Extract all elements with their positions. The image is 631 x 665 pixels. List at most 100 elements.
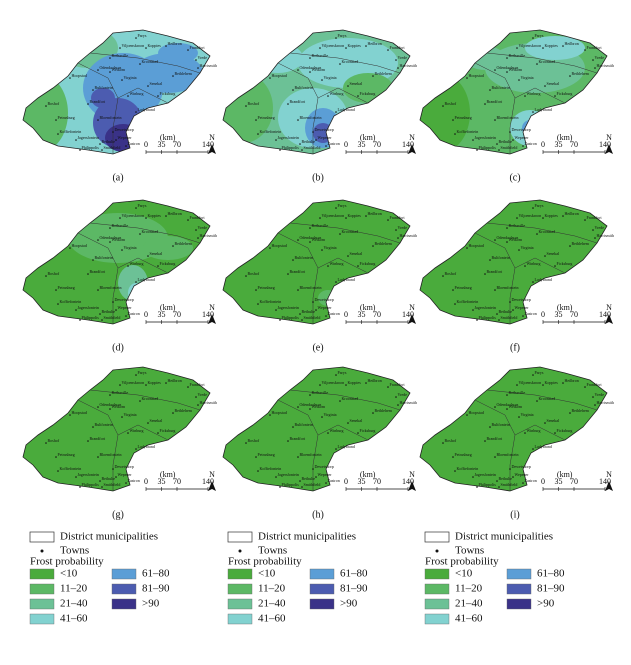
town-marker [139,233,141,235]
legend-town-marker [238,549,242,553]
north-arrow [408,481,416,491]
town-label: Jagersfontein [278,305,299,310]
town-marker [489,259,491,261]
town-label: Boshof [445,438,457,443]
town-marker [145,217,147,219]
town-label: Winburg [527,91,541,96]
town-label: Koppies [545,43,559,48]
legend-swatch [227,598,253,610]
legend-swatch [506,583,532,595]
town-label: Frankfort [587,382,603,387]
town-marker [562,382,564,384]
legend-swatch [227,613,253,625]
town-label: Frankfort [390,382,406,387]
town-label: Odendaalsrus [497,402,519,407]
town-marker [101,319,103,321]
town-label: Boshof [248,438,260,443]
district-boundary [112,97,119,154]
town-label: Bothaville [509,390,526,395]
district-boundary [486,52,598,74]
town-marker [112,131,114,133]
town-marker [562,45,564,47]
scale-tick-label: 70 [173,140,181,149]
frost-zone [23,73,68,153]
town-marker [494,119,496,121]
frost-zone [91,88,115,108]
scale-tick-label: 0 [344,310,348,319]
town-marker [147,85,149,87]
town-marker [125,482,127,484]
scale-tick-label: 0 [144,477,148,486]
town-label: Koppies [348,380,362,385]
town-label: Brandfort [290,99,306,104]
town-label: Bothaville [509,223,526,228]
town-label: Brandfort [290,436,306,441]
town-marker [395,59,397,61]
town-marker [57,303,59,305]
scale-tick-label: 0 [144,140,148,149]
town-marker [101,486,103,488]
town-label: Wepener [118,135,133,140]
province-outline [222,29,411,155]
town-label: Winburg [130,428,144,433]
town-label: Boshof [248,271,260,276]
town-marker [125,145,127,147]
town-marker [297,406,299,408]
scale-tick-label: 35 [158,310,166,319]
frost-zone [118,265,148,301]
town-label: Welkom [509,404,523,409]
town-marker [92,259,94,261]
town-marker [544,255,546,257]
town-marker [135,37,137,39]
town-label: Winburg [130,261,144,266]
scale-tick-label: 70 [173,310,181,319]
town-marker [554,95,556,97]
scale-tick-label: 0 [541,310,545,319]
town-label: Hoopstad [272,243,287,248]
town-marker [115,139,117,141]
town-marker [121,249,123,251]
town-marker [127,265,129,267]
town-label: Wepener [515,472,530,477]
town-marker [592,396,594,398]
town-label: Bultfontein [295,255,313,260]
town-label: Zastron [328,478,340,483]
town-marker [119,47,121,49]
town-label: Harrismith [400,233,417,238]
town-marker [97,119,99,121]
town-label: Bethlehem [175,71,193,76]
north-label: N [606,133,612,142]
town-label: Dewetsdorp [512,297,531,302]
scale-tick-label: 140 [599,310,611,319]
province-outline [419,199,608,325]
town-label: Ladybrand [338,277,355,282]
town-label: Hoopstad [272,410,287,415]
town-marker [55,289,57,291]
panel-label: (e) [312,342,323,353]
town-marker [536,63,538,65]
north-label: N [606,470,612,479]
town-label: Smithfield [501,482,518,487]
town-label: Virginia [521,75,534,80]
legend-swatch [29,568,55,580]
town-label: Senekal [350,251,364,256]
town-marker [506,57,508,59]
town-label: Winburg [527,428,541,433]
town-label: Welkom [509,67,523,72]
town-marker [518,249,520,251]
town-label: Koffiefontein [60,129,82,134]
town-marker [292,259,294,261]
town-marker [99,480,101,482]
town-marker [275,309,277,311]
scale-tick-label: 140 [599,477,611,486]
town-marker [584,219,586,221]
town-label: Bultfontein [492,422,510,427]
frost-zone [143,236,193,260]
town-label: Petrusburg [58,285,75,290]
panel-label: (a) [112,172,123,183]
town-label: Frankfort [587,45,603,50]
legend-boundary-label: District municipalities [60,531,158,543]
town-label: Frankfort [190,382,206,387]
